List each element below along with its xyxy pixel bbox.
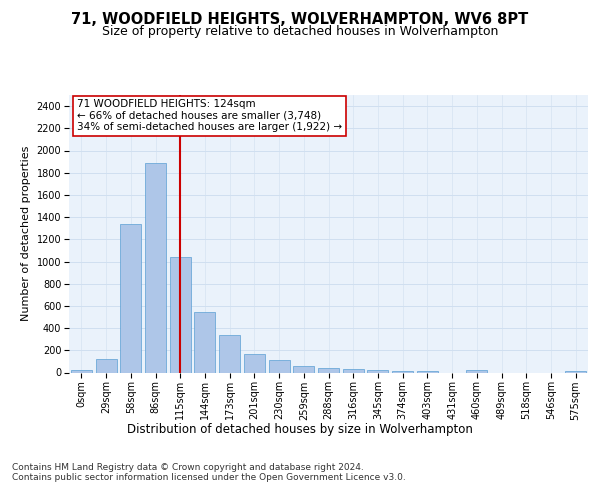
Bar (269, 360, 290, 372)
Bar (194, 312, 215, 372)
Text: Distribution of detached houses by size in Wolverhampton: Distribution of detached houses by size … (127, 422, 473, 436)
Bar (219, 336, 240, 372)
Bar (95, 358, 116, 372)
Bar (318, 368, 339, 372)
Bar (367, 370, 388, 372)
Bar (293, 366, 314, 372)
Bar (120, 224, 141, 372)
Text: 71 WOODFIELD HEIGHTS: 124sqm
← 66% of detached houses are smaller (3,748)
34% of: 71 WOODFIELD HEIGHTS: 124sqm ← 66% of de… (77, 99, 342, 132)
Bar (170, 256, 191, 372)
Bar (466, 370, 487, 372)
Text: Contains HM Land Registry data © Crown copyright and database right 2024.
Contai: Contains HM Land Registry data © Crown c… (12, 462, 406, 482)
Bar (71, 370, 92, 372)
Text: Size of property relative to detached houses in Wolverhampton: Size of property relative to detached ho… (102, 25, 498, 38)
Bar (392, 370, 413, 372)
Text: 71, WOODFIELD HEIGHTS, WOLVERHAMPTON, WV6 8PT: 71, WOODFIELD HEIGHTS, WOLVERHAMPTON, WV… (71, 12, 529, 28)
Bar (565, 370, 586, 372)
Y-axis label: Number of detached properties: Number of detached properties (21, 146, 31, 322)
Bar (343, 370, 364, 372)
Bar (145, 162, 166, 372)
Bar (244, 354, 265, 372)
